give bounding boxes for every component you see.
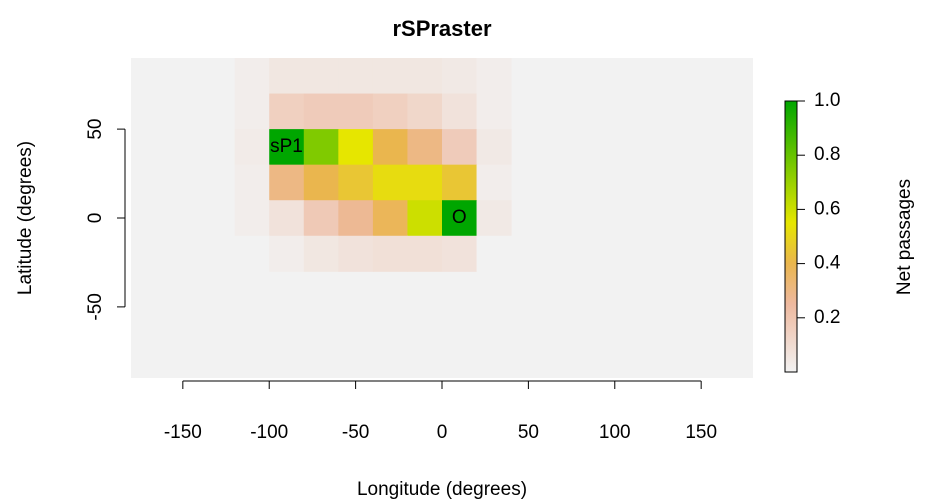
cell bbox=[269, 58, 305, 95]
cell bbox=[269, 235, 305, 272]
cell bbox=[407, 235, 443, 272]
cell bbox=[338, 235, 374, 272]
y-tick-label: 50 bbox=[85, 119, 106, 140]
cell bbox=[338, 200, 374, 237]
colorbar-tick-label: 0.2 bbox=[814, 307, 840, 328]
x-tick-label: 100 bbox=[599, 422, 631, 443]
cell bbox=[269, 93, 305, 130]
cell bbox=[442, 235, 478, 272]
cell bbox=[372, 200, 408, 237]
cell bbox=[234, 93, 270, 130]
cell bbox=[303, 200, 339, 237]
cell bbox=[442, 200, 478, 237]
x-tick-label: 0 bbox=[437, 422, 448, 443]
cell bbox=[338, 58, 374, 95]
cell bbox=[407, 200, 443, 237]
chart-title: rSPraster bbox=[392, 16, 492, 41]
cell bbox=[234, 58, 270, 95]
y-axis-label: Latitude (degrees) bbox=[15, 141, 36, 295]
cell bbox=[407, 129, 443, 166]
cell bbox=[234, 164, 270, 201]
cell bbox=[476, 129, 512, 166]
cell bbox=[476, 164, 512, 201]
x-tick-label: 150 bbox=[685, 422, 717, 443]
cell bbox=[372, 164, 408, 201]
cell bbox=[234, 200, 270, 237]
x-tick-label: -150 bbox=[164, 422, 202, 443]
cell bbox=[303, 93, 339, 130]
cell bbox=[442, 58, 478, 95]
y-tick-label: -50 bbox=[85, 293, 106, 320]
cell bbox=[338, 164, 374, 201]
cell bbox=[303, 58, 339, 95]
cell bbox=[269, 129, 305, 166]
colorbar bbox=[784, 100, 798, 373]
cell bbox=[234, 129, 270, 166]
cell bbox=[372, 58, 408, 95]
cell bbox=[407, 58, 443, 95]
cell bbox=[407, 164, 443, 201]
x-axis-label: Longitude (degrees) bbox=[357, 479, 527, 500]
colorbar-tick-label: 0.6 bbox=[814, 198, 840, 219]
x-tick-label: 50 bbox=[518, 422, 539, 443]
cell bbox=[303, 129, 339, 166]
cell bbox=[442, 93, 478, 130]
cell bbox=[338, 129, 374, 166]
colorbar-label: Net passages bbox=[894, 179, 915, 295]
annotation: sP1 bbox=[270, 136, 303, 157]
cell bbox=[338, 93, 374, 130]
cell bbox=[303, 235, 339, 272]
cell bbox=[442, 129, 478, 166]
x-tick-label: -50 bbox=[342, 422, 369, 443]
cell bbox=[269, 200, 305, 237]
cell bbox=[269, 164, 305, 201]
cell bbox=[372, 129, 408, 166]
cell bbox=[303, 164, 339, 201]
cell bbox=[476, 200, 512, 237]
cell bbox=[476, 93, 512, 130]
annotation: O bbox=[452, 207, 467, 228]
colorbar-tick-label: 0.4 bbox=[814, 253, 841, 274]
colorbar-tick-label: 1.0 bbox=[814, 90, 840, 111]
cell bbox=[372, 93, 408, 130]
cell bbox=[476, 235, 512, 272]
cell bbox=[442, 164, 478, 201]
colorbar-tick-label: 0.8 bbox=[814, 144, 840, 165]
cell bbox=[234, 235, 270, 272]
cell bbox=[476, 58, 512, 95]
cell bbox=[372, 235, 408, 272]
y-tick-label: 0 bbox=[85, 213, 106, 224]
cell bbox=[407, 93, 443, 130]
x-tick-label: -100 bbox=[250, 422, 288, 443]
